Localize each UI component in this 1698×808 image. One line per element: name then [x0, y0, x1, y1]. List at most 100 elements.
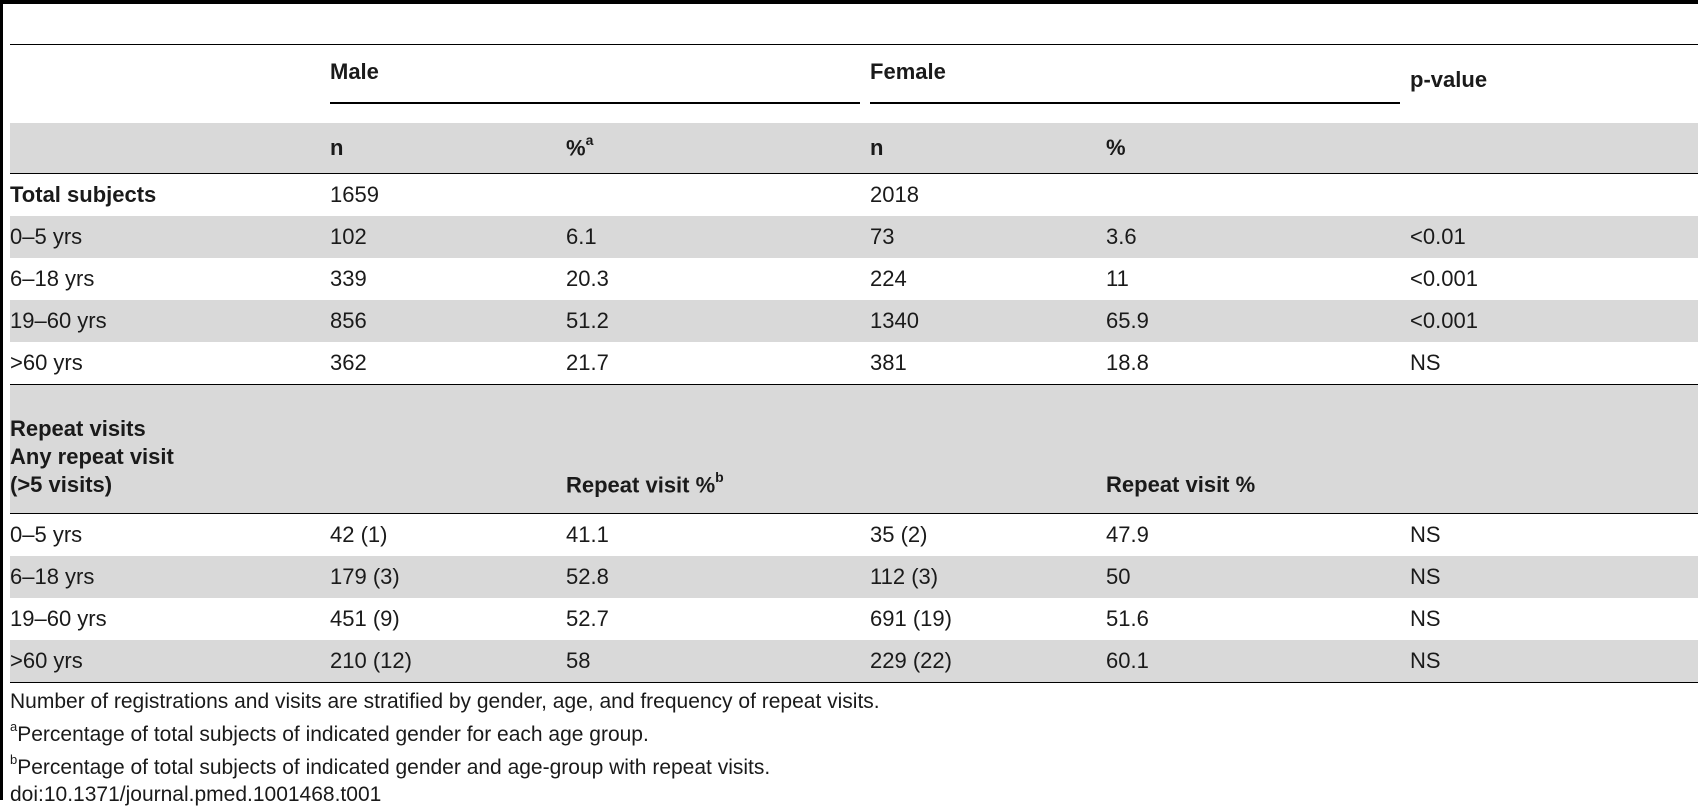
pvalue-header: p-value [1410, 44, 1698, 123]
female-n: 112 (3) [870, 556, 1107, 598]
male-n-label: n [330, 135, 344, 160]
female-pct-header: % [1106, 123, 1411, 174]
male-label: Male [330, 59, 379, 84]
left-border [0, 0, 3, 800]
table-row: 0–5 yrs 102 6.1 73 3.6 <0.01 [10, 216, 1698, 258]
female-repeat-pct-label: Repeat visit % [1106, 472, 1256, 497]
cell-empty [1410, 384, 1698, 514]
p-value: <0.001 [1410, 300, 1698, 342]
age-label: >60 yrs [10, 640, 330, 683]
table-footnotes: Number of registrations and visits are s… [10, 688, 880, 808]
female-group-underline [870, 102, 1400, 104]
female-pct: 60.1 [1106, 640, 1411, 683]
footnote-b: bPercentage of total subjects of indicat… [10, 748, 880, 781]
male-n: 339 [330, 266, 367, 291]
female-n: 691 (19) [870, 606, 952, 631]
male-n: 42 (1) [330, 522, 388, 547]
data-table-container: Male Female p-value n %a n % Total subje… [10, 44, 1698, 683]
male-pct: 52.7 [566, 606, 609, 631]
male-pct-header: %a [566, 123, 871, 174]
female-repeat-pct-header: Repeat visit % [1106, 384, 1411, 514]
male-pct: 58 [566, 640, 871, 683]
female-n-label: n [870, 135, 884, 160]
table-row-total: Total subjects 1659 2018 [10, 174, 1698, 217]
footnote-a-sup: a [10, 719, 18, 734]
male-pct: 52.8 [566, 556, 871, 598]
table-row: 6–18 yrs 339 20.3 224 11 <0.001 [10, 258, 1698, 300]
cell-empty [330, 384, 566, 514]
female-n: 224 [870, 266, 907, 291]
age-label: 6–18 yrs [10, 556, 330, 598]
male-n-header: n [330, 123, 566, 174]
male-n: 210 (12) [330, 640, 566, 683]
male-pct: 51.2 [566, 300, 871, 342]
female-n-header: n [870, 123, 1107, 174]
age-label: 19–60 yrs [10, 300, 330, 342]
female-n: 229 (22) [870, 640, 1107, 683]
p-value: NS [1410, 640, 1698, 683]
table-row: >60 yrs 210 (12) 58 229 (22) 60.1 NS [10, 640, 1698, 683]
total-label: Total subjects [10, 182, 157, 207]
footnote-b-marker: b [715, 468, 724, 485]
doi-link[interactable]: doi:10.1371/journal.pmed.1001468.t001 [10, 783, 382, 806]
age-label: >60 yrs [10, 350, 83, 375]
top-border [0, 0, 1698, 4]
header-empty-cell [1410, 123, 1698, 174]
footnote-b-sup: b [10, 752, 18, 767]
footnote-a: aPercentage of total subjects of indicat… [10, 715, 880, 748]
p-value: <0.001 [1410, 266, 1478, 291]
female-group-header: Female [870, 44, 1411, 123]
female-pct: 51.6 [1106, 606, 1149, 631]
female-pct: 50 [1106, 556, 1411, 598]
cell-empty [1410, 174, 1698, 217]
male-repeat-pct-label: Repeat visit % [566, 472, 716, 497]
cell-empty [1106, 174, 1410, 217]
age-label: 0–5 yrs [10, 216, 330, 258]
data-table: Male Female p-value n %a n % Total subje… [10, 44, 1698, 683]
female-n: 35 (2) [870, 522, 928, 547]
table-row: 19–60 yrs 451 (9) 52.7 691 (19) 51.6 NS [10, 598, 1698, 640]
male-pct: 6.1 [566, 216, 871, 258]
male-group-header: Male [330, 44, 871, 123]
male-n: 451 (9) [330, 606, 400, 631]
age-label: 0–5 yrs [10, 522, 83, 547]
p-value: NS [1410, 522, 1441, 547]
header-row-subcols: n %a n % [10, 123, 1698, 174]
female-n: 381 [870, 350, 907, 375]
cell-empty [566, 174, 870, 217]
age-label: 6–18 yrs [10, 266, 95, 291]
header-empty-cell [10, 123, 330, 174]
header-row-groups: Male Female p-value [10, 44, 1698, 123]
female-label: Female [870, 59, 946, 84]
male-n: 362 [330, 350, 367, 375]
age-label: 19–60 yrs [10, 606, 107, 631]
male-group-underline [330, 102, 860, 104]
p-value: NS [1410, 606, 1441, 631]
female-n: 73 [870, 216, 1107, 258]
footnote-b-text: Percentage of total subjects of indicate… [17, 756, 771, 779]
male-n: 102 [330, 216, 566, 258]
male-pct: 41.1 [566, 522, 609, 547]
p-value: NS [1410, 350, 1441, 375]
male-pct-label: % [566, 135, 586, 161]
p-value: NS [1410, 556, 1698, 598]
table-row: 6–18 yrs 179 (3) 52.8 112 (3) 50 NS [10, 556, 1698, 598]
table-row: >60 yrs 362 21.7 381 18.8 NS [10, 342, 1698, 385]
footnote-a-text: Percentage of total subjects of indicate… [17, 723, 649, 746]
repeat-section-label: Repeat visits Any repeat visit (>5 visit… [10, 384, 330, 514]
header-empty-cell [10, 44, 330, 123]
female-pct: 11 [1106, 266, 1129, 291]
male-n: 179 (3) [330, 556, 566, 598]
female-pct-label: % [1106, 135, 1126, 160]
male-n: 856 [330, 300, 566, 342]
footnote-main: Number of registrations and visits are s… [10, 690, 880, 713]
table-row: 19–60 yrs 856 51.2 1340 65.9 <0.001 [10, 300, 1698, 342]
repeat-visits-heading: Repeat visits [10, 416, 146, 441]
male-pct: 20.3 [566, 266, 609, 291]
repeat-section-header: Repeat visits Any repeat visit (>5 visit… [10, 384, 1698, 514]
repeat-threshold-heading: (>5 visits) [10, 472, 113, 497]
footnote-a-marker: a [585, 132, 594, 149]
pvalue-label: p-value [1410, 67, 1488, 92]
any-repeat-visit-heading: Any repeat visit [10, 444, 174, 469]
female-n: 1340 [870, 300, 1107, 342]
